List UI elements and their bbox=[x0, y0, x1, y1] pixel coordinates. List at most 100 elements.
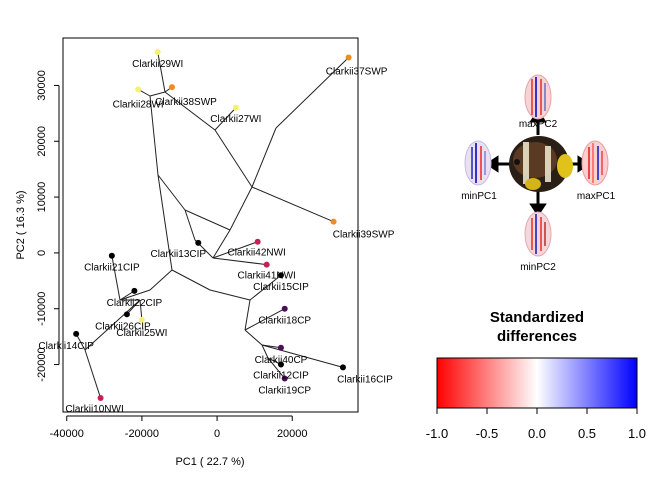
point-label: Clarkii41NWI bbox=[238, 271, 296, 282]
color-legend: Standardized differences -1.0 -0.5 0.0 0.5 1… bbox=[426, 309, 646, 441]
colorbar-tick-label: -1.0 bbox=[426, 426, 448, 441]
point-label: Clarkii19CP bbox=[258, 386, 311, 397]
y-tick-label: 20000 bbox=[36, 126, 48, 157]
tree-branch bbox=[84, 299, 141, 351]
tree-branch bbox=[214, 129, 253, 188]
fish-shape-minpc1-icon bbox=[464, 140, 492, 186]
point-label: Clarkii22CIP bbox=[107, 298, 163, 309]
y-tick-label: -10000 bbox=[36, 292, 48, 326]
point-label: Clarkii10NWI bbox=[65, 404, 123, 415]
colorbar-tick-label: -0.5 bbox=[476, 426, 498, 441]
phylogeny-tree bbox=[75, 51, 349, 399]
colorbar-ticks: -1.0 -0.5 0.0 0.5 1.0 bbox=[426, 408, 646, 441]
data-point bbox=[277, 361, 284, 368]
data-point bbox=[168, 84, 175, 91]
data-point bbox=[345, 54, 352, 61]
data-point bbox=[277, 272, 284, 279]
colorbar bbox=[436, 357, 638, 409]
x-tick-label: -40000 bbox=[50, 428, 84, 440]
tree-branch bbox=[157, 174, 186, 211]
point-label: Clarkii21CIP bbox=[84, 263, 140, 274]
data-point bbox=[73, 330, 80, 337]
point-label: Clarkii13CIP bbox=[150, 249, 206, 260]
morph-label-minpc1: minPC1 bbox=[461, 191, 497, 202]
tree-branch bbox=[212, 229, 231, 259]
data-point bbox=[339, 364, 346, 371]
data-point bbox=[232, 104, 239, 111]
point-label: Clarkii28WI bbox=[113, 99, 164, 110]
tree-branch bbox=[261, 344, 269, 359]
tree-branch bbox=[184, 209, 231, 231]
data-point bbox=[135, 86, 142, 93]
tree-branch bbox=[139, 299, 143, 320]
tree-branch bbox=[267, 357, 286, 379]
x-tick-label: 0 bbox=[214, 428, 220, 440]
point-label: Clarkii39SWP bbox=[333, 230, 395, 241]
point-label: Clarkii38SWP bbox=[155, 97, 217, 108]
data-point bbox=[330, 218, 337, 225]
plot-frame bbox=[62, 37, 359, 413]
y-tick-label: -20000 bbox=[36, 347, 48, 381]
data-point bbox=[263, 261, 270, 268]
y-tick-label: 10000 bbox=[36, 182, 48, 213]
morphospace-panel: maxPC2 minPC1 maxPC1 minPC2 bbox=[461, 74, 616, 273]
point-label: Clarkii40CP bbox=[255, 355, 308, 366]
tree-branch bbox=[157, 174, 173, 271]
tree-branch bbox=[164, 91, 216, 131]
point-label: Clarkii29WI bbox=[132, 59, 183, 70]
tree-branch bbox=[111, 255, 121, 301]
data-points bbox=[73, 48, 352, 402]
y-tick-label: 0 bbox=[36, 250, 48, 256]
fish-shape-maxpc1-icon bbox=[581, 140, 609, 186]
tree-branch bbox=[157, 51, 166, 93]
tree-branch bbox=[261, 344, 344, 368]
data-point bbox=[277, 344, 284, 351]
data-point bbox=[97, 395, 104, 402]
tree-branch bbox=[251, 186, 334, 223]
legend-title-line2: differences bbox=[497, 328, 577, 345]
point-label: Clarkii14CIP bbox=[38, 341, 94, 352]
point-label: Clarkii16CIP bbox=[337, 374, 393, 385]
data-point bbox=[195, 239, 202, 246]
tree-branch bbox=[209, 289, 251, 301]
tree-branch bbox=[84, 349, 102, 399]
colorbar-tick-label: 0.0 bbox=[528, 426, 546, 441]
data-point bbox=[108, 252, 115, 259]
tree-branch bbox=[275, 57, 349, 129]
point-labels: Clarkii29WIClarkii37SWPClarkii38SWPClark… bbox=[38, 59, 394, 415]
tree-branch bbox=[212, 241, 258, 259]
x-axis-title: PC1 ( 22.7 %) bbox=[175, 456, 244, 468]
tree-branch bbox=[244, 329, 263, 346]
tree-branch bbox=[149, 91, 166, 97]
tree-branch bbox=[212, 257, 267, 266]
x-axis: -40000 -20000 0 20000 bbox=[50, 415, 308, 440]
y-axis: -20000 -10000 0 10000 20000 30000 bbox=[36, 70, 60, 382]
data-point bbox=[138, 316, 145, 323]
data-point bbox=[254, 238, 261, 245]
y-tick-label: 30000 bbox=[36, 70, 48, 101]
tree-branch bbox=[149, 95, 159, 176]
fish-shape-minpc2-icon bbox=[524, 211, 552, 257]
x-tick-label: -20000 bbox=[125, 428, 159, 440]
point-label: Clarkii27WI bbox=[210, 114, 261, 125]
tree-branch bbox=[119, 289, 151, 301]
morph-label-maxpc1: maxPC1 bbox=[577, 191, 616, 202]
legend-title-line1: Standardized bbox=[490, 309, 584, 326]
data-point bbox=[123, 311, 130, 318]
morph-label-maxpc2: maxPC2 bbox=[519, 119, 558, 130]
tree-branch bbox=[75, 333, 86, 351]
colorbar-tick-label: 1.0 bbox=[628, 426, 646, 441]
x-tick-label: 20000 bbox=[277, 428, 308, 440]
tree-branch bbox=[251, 127, 277, 188]
point-label: Clarkii25WI bbox=[116, 328, 167, 339]
data-point bbox=[131, 287, 138, 294]
point-label: Clarkii26CIP bbox=[95, 321, 151, 332]
tree-branch bbox=[149, 269, 173, 291]
tree-branch bbox=[244, 299, 251, 331]
tree-branch bbox=[184, 209, 196, 241]
point-label: Clarkii15CIP bbox=[253, 282, 309, 293]
data-point bbox=[281, 305, 288, 312]
y-axis-title: PC2 ( 16.3 %) bbox=[15, 190, 27, 259]
data-point bbox=[154, 48, 161, 55]
